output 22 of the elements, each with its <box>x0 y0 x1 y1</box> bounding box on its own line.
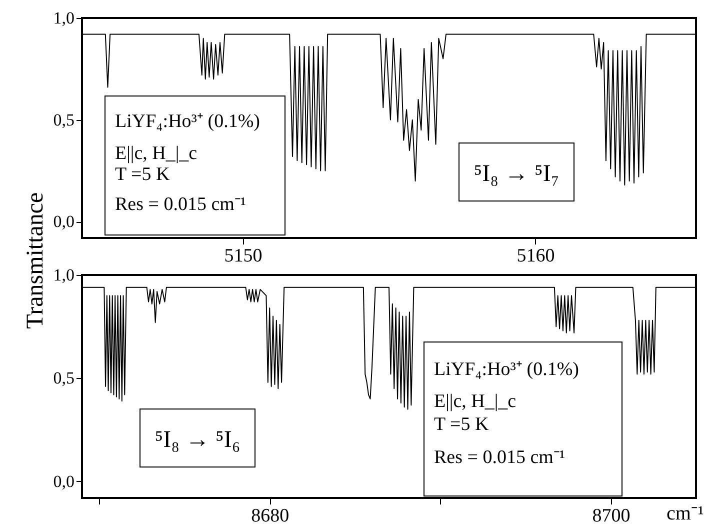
annotation: E||c, H_|_c <box>115 143 198 164</box>
y-tick-label: 1,0 <box>53 8 74 28</box>
x-tick-label: 8700 <box>592 506 630 526</box>
x-tick-label: 5160 <box>516 246 555 266</box>
annotation: E||c, H_|_c <box>434 391 516 412</box>
annotation: ⁵I₈ → ⁵I₆ <box>154 427 240 453</box>
annotation: Res = 0.015 cm⁻¹ <box>434 447 566 468</box>
annotation: ⁵I₈ → ⁵I₇ <box>474 161 560 187</box>
x-tick-label: 8680 <box>251 506 290 526</box>
y-tick-label: 0,5 <box>53 368 74 388</box>
x-axis-title: cm⁻¹ <box>666 502 704 524</box>
x-tick-label: 5150 <box>224 246 262 266</box>
annotation: T =5 K <box>115 164 170 185</box>
y-tick-label: 0,0 <box>53 472 74 491</box>
annotation: LiYF₄:Ho³⁺ (0.1%) <box>434 359 579 380</box>
annotation: T =5 K <box>434 414 489 435</box>
y-tick-label: 0,5 <box>53 110 74 130</box>
annotation: Res = 0.015 cm⁻¹ <box>115 194 246 215</box>
y-axis-title: Transmittance <box>22 192 48 329</box>
y-tick-label: 0,0 <box>53 212 74 232</box>
y-tick-label: 1,0 <box>53 266 74 284</box>
annotation: LiYF₄:Ho³⁺ (0.1%) <box>115 111 260 132</box>
